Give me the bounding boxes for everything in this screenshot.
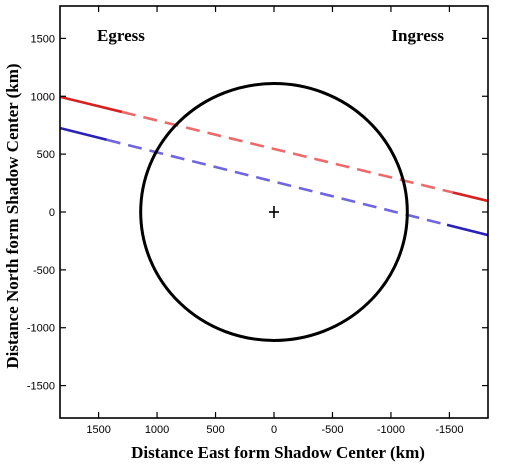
ingress-label: Ingress [391,26,444,45]
series-0-solid-egress [60,95,123,114]
egress-label: Egress [97,26,145,45]
x-tick-label-5: -1000 [377,424,405,436]
y-tick-label-2: 500 [37,149,55,161]
series-0-solid-ingress [452,191,488,203]
x-tick-label-2: 500 [206,424,224,436]
series-1-solid-egress [60,126,108,142]
y-axis-label: Distance North form Shadow Center (km) [3,63,22,368]
plot-content [60,82,488,342]
x-tick-label-1: 1000 [145,424,169,436]
ticks: 1500 1000 500 0 -500 -1000 -1500 1500 1000 500 0 -5… [27,6,488,436]
y-tick-label-1: 1000 [31,91,55,103]
x-tick-label-0: 1500 [86,424,110,436]
shadow-outline [139,82,409,342]
y-tick-label-0: 1500 [31,33,55,45]
y-tick-label-3: 0 [49,207,55,219]
y-tick-label-5: -1000 [27,323,55,335]
y-tick-label-4: -500 [33,265,55,277]
y-tick-label-6: -1500 [27,381,55,393]
x-tick-label-3: 0 [271,424,277,436]
x-axis-label: Distance East form Shadow Center (km) [131,443,425,462]
x-tick-label-4: -500 [321,424,343,436]
x-tick-label-6: -1500 [435,424,463,436]
series-1-dashed [106,138,448,227]
series-1-solid-ingress [446,223,488,237]
